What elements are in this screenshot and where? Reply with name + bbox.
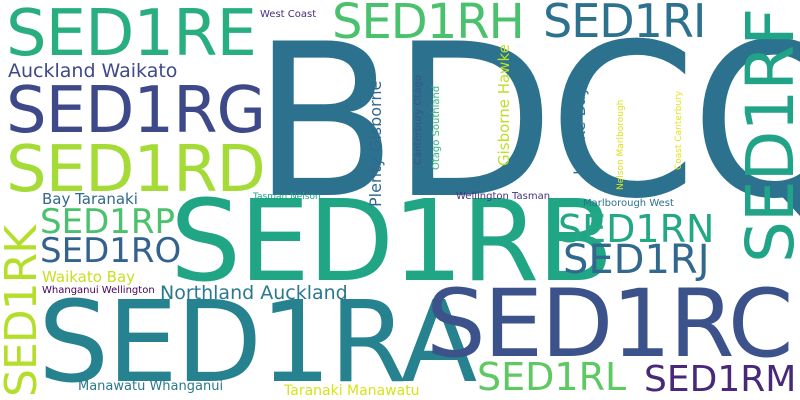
word-southland-northland: Tasman Nelson bbox=[253, 192, 321, 202]
word-west-coast: West Coast bbox=[260, 9, 317, 20]
word-sed1rn: SED1RN bbox=[558, 207, 715, 251]
word-whanganui-wellington: Whanganui Wellington bbox=[42, 285, 155, 296]
word-sed1rg: SED1RG bbox=[6, 74, 266, 148]
word-sed1ro: SED1RO bbox=[40, 231, 182, 271]
word-otago-southland: Otago Southland bbox=[431, 85, 442, 170]
word-sed1rm: SED1RM bbox=[644, 359, 797, 400]
word-sed1rj: SED1RJ bbox=[563, 237, 710, 283]
word-sed1ra: SED1RA bbox=[38, 278, 477, 400]
word-sed1rc: SED1RC bbox=[426, 270, 794, 379]
word-taranaki-manawatu: Taranaki Manawatu bbox=[284, 383, 420, 399]
word-manawatu-whanganui: Manawatu Whanganui bbox=[78, 379, 224, 394]
word-sed1ri: SED1RI bbox=[543, 0, 706, 48]
word-sed1rd: SED1RD bbox=[6, 133, 266, 207]
word-sed1rk: SED1RK bbox=[0, 225, 47, 397]
word-sed1re: SED1RE bbox=[6, 0, 257, 71]
word-waikato-bay: Waikato Bay bbox=[42, 268, 136, 286]
word-canterbury-otago: Canterbury Otago bbox=[413, 75, 424, 165]
word-tasman-nelson: Wellington Tasman bbox=[456, 191, 551, 202]
word-coast-canterbury: Coast Canterbury bbox=[674, 90, 684, 170]
word-plenty-gisborne: Plenty Gisborne bbox=[366, 80, 385, 207]
word-bdcq: BDCQ bbox=[252, 0, 800, 245]
word-bay-taranaki: Bay Taranaki bbox=[42, 190, 138, 208]
word-sed1rf: SED1RF bbox=[732, 8, 800, 263]
word-gisborne-hawke: Gisborne Hawke bbox=[495, 44, 513, 166]
word-hawke-bay: Hawke Bay bbox=[570, 86, 589, 175]
word-nelson-marlborough: Nelson Marlborough bbox=[616, 99, 626, 190]
word-sed1rl: SED1RL bbox=[477, 355, 627, 399]
word-auckland-waikato: Auckland Waikato bbox=[8, 60, 178, 82]
word-sed1rh: SED1RH bbox=[332, 0, 525, 50]
word-northland-auckland: Northland Auckland bbox=[160, 282, 348, 304]
word-sed1rp: SED1RP bbox=[40, 202, 176, 242]
word-sed1rb: SED1RB bbox=[170, 177, 614, 307]
word-wellington-tasman: Marlborough West bbox=[583, 198, 674, 209]
